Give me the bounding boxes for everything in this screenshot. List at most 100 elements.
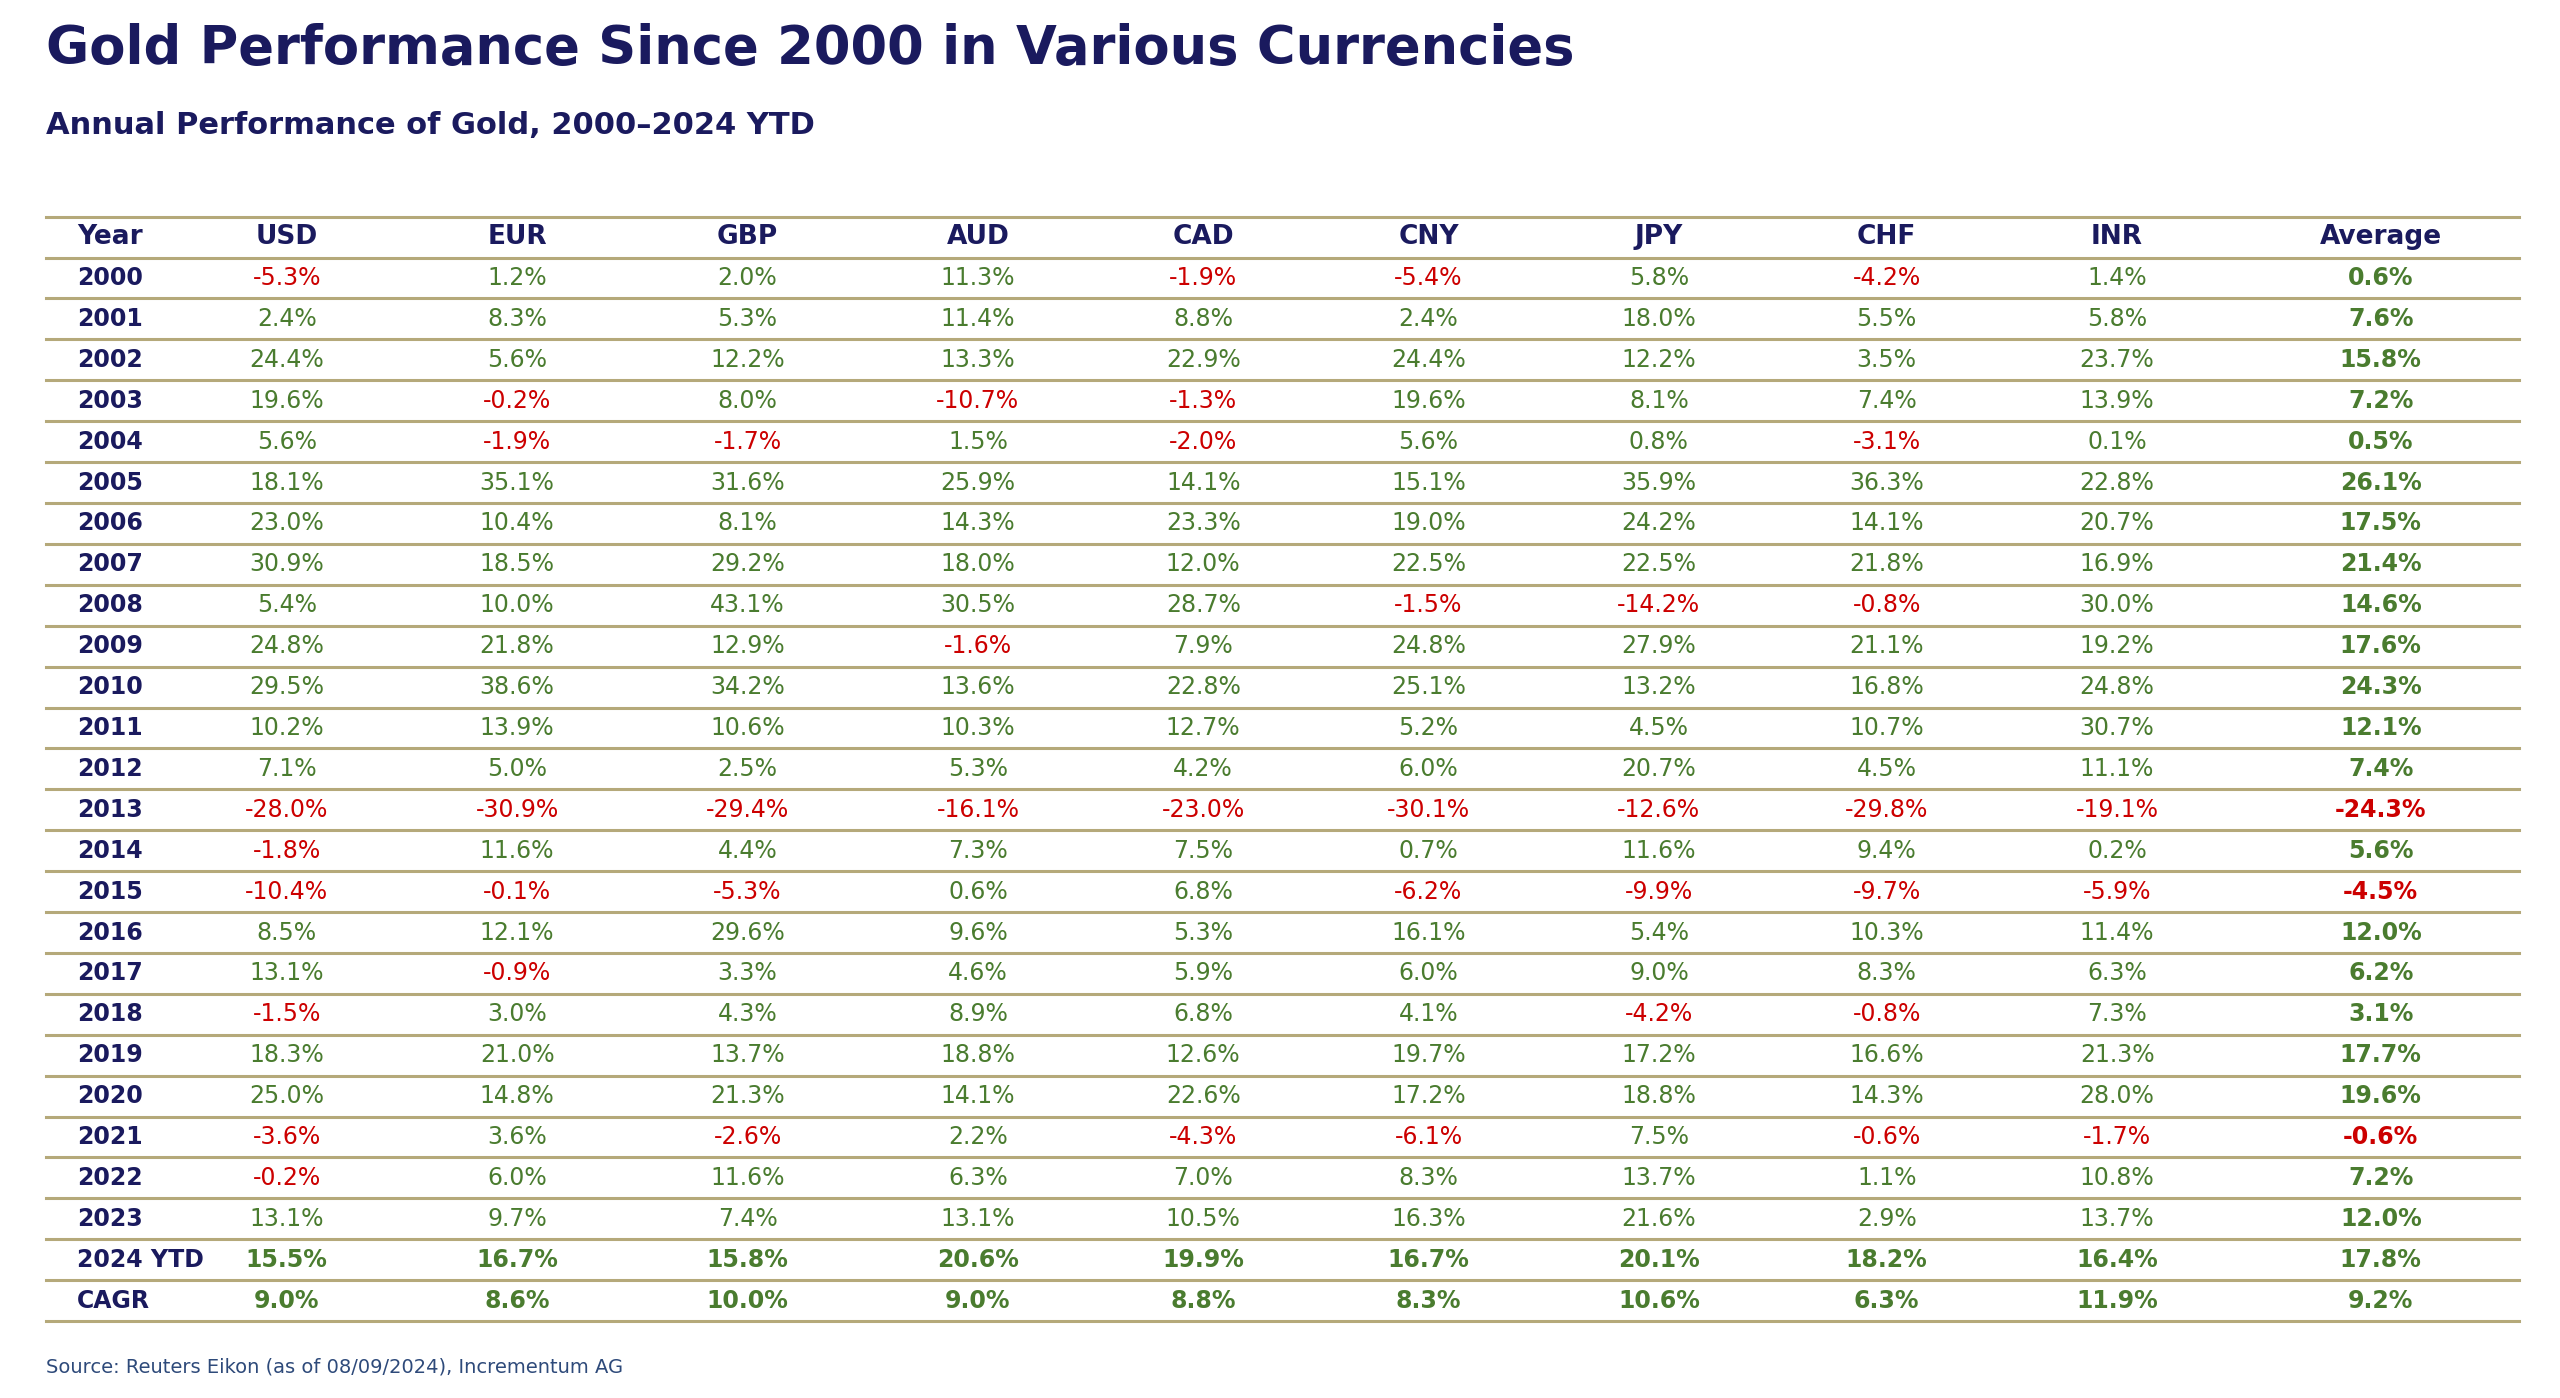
Text: 0.7%: 0.7%	[1398, 839, 1459, 863]
Text: 13.7%: 13.7%	[1620, 1166, 1697, 1190]
Text: 24.4%: 24.4%	[1390, 348, 1467, 372]
Text: 22.8%: 22.8%	[2079, 471, 2156, 495]
Text: 28.7%: 28.7%	[1165, 593, 1242, 618]
Text: 4.4%: 4.4%	[717, 839, 778, 863]
Text: 15.5%: 15.5%	[246, 1248, 328, 1272]
Text: 13.1%: 13.1%	[940, 1206, 1016, 1230]
Text: 1.2%: 1.2%	[486, 266, 548, 289]
Text: -1.5%: -1.5%	[1395, 593, 1462, 618]
Text: 4.2%: 4.2%	[1172, 756, 1234, 781]
Text: 5.8%: 5.8%	[2086, 308, 2148, 331]
Text: 6.2%: 6.2%	[2348, 962, 2414, 986]
Text: 11.6%: 11.6%	[709, 1166, 786, 1190]
Text: 14.1%: 14.1%	[1848, 512, 1925, 535]
Text: 2.2%: 2.2%	[947, 1125, 1009, 1149]
Text: 4.3%: 4.3%	[717, 1002, 778, 1026]
Text: 13.1%: 13.1%	[248, 1206, 325, 1230]
Text: 14.1%: 14.1%	[940, 1083, 1016, 1109]
Text: 9.0%: 9.0%	[1628, 962, 1690, 986]
Text: 11.6%: 11.6%	[1620, 839, 1697, 863]
Text: 15.8%: 15.8%	[2340, 348, 2422, 372]
Text: 8.3%: 8.3%	[486, 308, 548, 331]
Text: 20.6%: 20.6%	[937, 1248, 1019, 1272]
Text: 2014: 2014	[77, 839, 143, 863]
Text: 8.3%: 8.3%	[1395, 1289, 1462, 1313]
Text: JPY: JPY	[1636, 224, 1682, 250]
Text: -0.6%: -0.6%	[2342, 1125, 2419, 1149]
Text: 17.5%: 17.5%	[2340, 512, 2422, 535]
Text: 21.4%: 21.4%	[2340, 552, 2422, 576]
Text: 7.5%: 7.5%	[1172, 839, 1234, 863]
Text: 23.7%: 23.7%	[2079, 348, 2156, 372]
Text: 2018: 2018	[77, 1002, 143, 1026]
Text: 0.2%: 0.2%	[2086, 839, 2148, 863]
Text: 12.0%: 12.0%	[2340, 1206, 2422, 1230]
Text: 2001: 2001	[77, 308, 143, 331]
Text: 17.6%: 17.6%	[2340, 635, 2422, 658]
Text: GBP: GBP	[717, 224, 778, 250]
Text: -3.6%: -3.6%	[253, 1125, 320, 1149]
Text: 5.6%: 5.6%	[2348, 839, 2414, 863]
Text: USD: USD	[256, 224, 317, 250]
Text: 11.3%: 11.3%	[940, 266, 1016, 289]
Text: 21.0%: 21.0%	[479, 1043, 556, 1067]
Text: -0.1%: -0.1%	[484, 879, 550, 903]
Text: 25.9%: 25.9%	[940, 471, 1016, 495]
Text: 24.3%: 24.3%	[2340, 675, 2422, 699]
Text: 12.6%: 12.6%	[1165, 1043, 1242, 1067]
Text: -2.6%: -2.6%	[714, 1125, 781, 1149]
Text: Gold Performance Since 2000 in Various Currencies: Gold Performance Since 2000 in Various C…	[46, 22, 1574, 75]
Text: 27.9%: 27.9%	[1620, 635, 1697, 658]
Text: 2015: 2015	[77, 879, 143, 903]
Text: -6.2%: -6.2%	[1395, 879, 1462, 903]
Text: 2020: 2020	[77, 1083, 143, 1109]
Text: 12.2%: 12.2%	[1620, 348, 1697, 372]
Text: 2.0%: 2.0%	[717, 266, 778, 289]
Text: 8.6%: 8.6%	[484, 1289, 550, 1313]
Text: -0.8%: -0.8%	[1853, 1002, 1920, 1026]
Text: 3.1%: 3.1%	[2348, 1002, 2414, 1026]
Text: 16.7%: 16.7%	[1388, 1248, 1469, 1272]
Text: 13.7%: 13.7%	[2079, 1206, 2156, 1230]
Text: 18.0%: 18.0%	[940, 552, 1016, 576]
Text: 14.8%: 14.8%	[479, 1083, 556, 1109]
Text: 19.7%: 19.7%	[1390, 1043, 1467, 1067]
Text: 26.1%: 26.1%	[2340, 471, 2422, 495]
Text: 29.6%: 29.6%	[709, 920, 786, 945]
Text: 8.3%: 8.3%	[1856, 962, 1917, 986]
Text: 2010: 2010	[77, 675, 143, 699]
Text: 6.0%: 6.0%	[1398, 962, 1459, 986]
Text: -24.3%: -24.3%	[2335, 798, 2427, 822]
Text: 7.3%: 7.3%	[947, 839, 1009, 863]
Text: 1.5%: 1.5%	[947, 429, 1009, 454]
Text: 9.4%: 9.4%	[1856, 839, 1917, 863]
Text: CAD: CAD	[1172, 224, 1234, 250]
Text: 28.0%: 28.0%	[2079, 1083, 2156, 1109]
Text: 12.0%: 12.0%	[2340, 920, 2422, 945]
Text: 18.3%: 18.3%	[248, 1043, 325, 1067]
Text: 13.9%: 13.9%	[2079, 389, 2156, 412]
Text: 2008: 2008	[77, 593, 143, 618]
Text: -4.2%: -4.2%	[1853, 266, 1920, 289]
Text: 19.0%: 19.0%	[1390, 512, 1467, 535]
Text: 2.4%: 2.4%	[256, 308, 317, 331]
Text: 36.3%: 36.3%	[1848, 471, 1925, 495]
Text: 8.0%: 8.0%	[717, 389, 778, 412]
Text: 12.0%: 12.0%	[1165, 552, 1242, 576]
Text: 8.3%: 8.3%	[1398, 1166, 1459, 1190]
Text: 23.3%: 23.3%	[1165, 512, 1242, 535]
Text: 18.2%: 18.2%	[1846, 1248, 1928, 1272]
Text: 0.6%: 0.6%	[2348, 266, 2414, 289]
Text: 17.2%: 17.2%	[1390, 1083, 1467, 1109]
Text: -19.1%: -19.1%	[2076, 798, 2158, 822]
Text: -29.8%: -29.8%	[1846, 798, 1928, 822]
Text: 16.3%: 16.3%	[1390, 1206, 1467, 1230]
Text: 7.3%: 7.3%	[2086, 1002, 2148, 1026]
Text: CAGR: CAGR	[77, 1289, 151, 1313]
Text: 38.6%: 38.6%	[479, 675, 556, 699]
Text: 6.3%: 6.3%	[947, 1166, 1009, 1190]
Text: -10.7%: -10.7%	[937, 389, 1019, 412]
Text: 2024 YTD: 2024 YTD	[77, 1248, 205, 1272]
Text: -4.3%: -4.3%	[1170, 1125, 1236, 1149]
Text: -1.5%: -1.5%	[253, 1002, 320, 1026]
